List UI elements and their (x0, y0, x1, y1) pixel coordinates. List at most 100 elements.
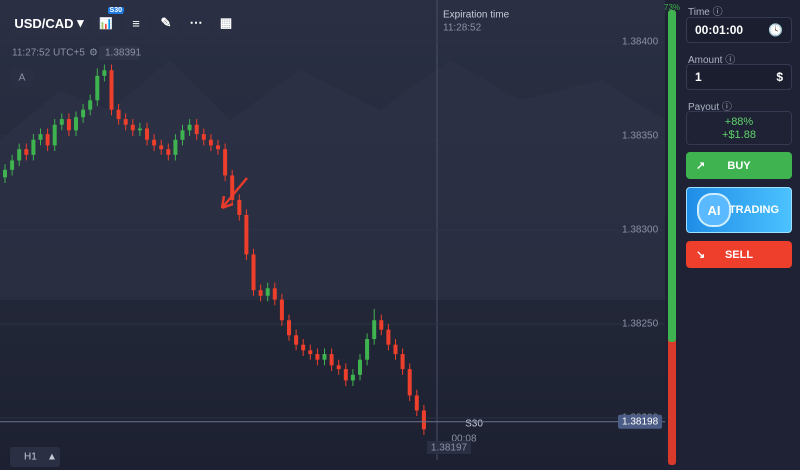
chart-type-btn[interactable]: 📊 S30 (93, 7, 124, 36)
candle-body (88, 100, 93, 110)
crosshair-price: 1.38197 (431, 443, 468, 454)
time-value: 00:01:00 (695, 23, 744, 37)
candle-body (372, 320, 377, 340)
period-caret: ▲ (47, 452, 57, 463)
mountains (0, 60, 665, 300)
y-tick-label: 1.38400 (622, 37, 659, 48)
candle-body (279, 299, 284, 321)
candle-body (258, 290, 263, 296)
candle-body (187, 124, 192, 131)
candle-body (201, 134, 206, 140)
candle-body (3, 169, 7, 178)
sentiment-up (668, 10, 676, 343)
candle-body (59, 119, 64, 125)
clock: 11:27:52 UTC+5 (12, 48, 85, 59)
ai-trading-button[interactable]: AI TRADING (686, 187, 792, 233)
candle-body (230, 175, 235, 200)
crosshair-bg (427, 441, 471, 454)
amount-input[interactable]: 1 $ (686, 64, 792, 90)
timer-label: S30 (465, 419, 483, 430)
candle-body (343, 369, 348, 381)
candle-body (208, 139, 213, 146)
candle-body (421, 410, 426, 430)
candle-body (38, 134, 43, 140)
candle-body (251, 254, 256, 291)
y-tick-label: 1.38250 (622, 319, 659, 330)
timer: 00:08 (451, 434, 476, 445)
payout-label: Payout ⓘ (688, 102, 732, 113)
expiration-label: Expiration time (443, 10, 510, 21)
candle-body (379, 320, 384, 330)
candle-body (365, 339, 370, 360)
symbol: USD/CAD (14, 15, 74, 31)
drawing-btn[interactable]: A (19, 73, 26, 84)
candle-body (130, 124, 135, 131)
candle-body (166, 149, 171, 155)
candle-body (95, 75, 100, 101)
y-tick-label: 1.38350 (622, 131, 659, 142)
candle-body (407, 369, 412, 396)
candle-body (322, 354, 327, 360)
more-btn[interactable]: ⋯ (183, 10, 209, 36)
ai-badge: AI (697, 193, 731, 227)
period[interactable]: H1 (24, 452, 37, 463)
start-price-bg (99, 46, 139, 60)
candle-body (17, 149, 22, 161)
candle-body (329, 354, 334, 366)
candle-body (145, 128, 149, 140)
candle-body (265, 288, 270, 296)
sentiment-bar (668, 10, 676, 465)
candle-body (137, 128, 142, 131)
candle-body (358, 359, 362, 375)
candle-body (400, 354, 405, 370)
candle-body (116, 109, 121, 120)
sell-button[interactable]: ↘ SELL (686, 241, 792, 268)
sell-text: SELL (724, 248, 754, 261)
candle-body (74, 117, 78, 131)
payout-percent: +88% (724, 116, 754, 128)
arrow (220, 177, 248, 210)
candle-body (102, 70, 107, 76)
timeframe-badge: S30 (107, 7, 124, 14)
amount-label-text: Amount (688, 55, 723, 66)
candle-body (180, 130, 185, 140)
candle-body (237, 199, 242, 215)
current-price-label: 1.38198 (622, 416, 659, 427)
period-bg (10, 447, 60, 467)
candle-body (159, 145, 164, 150)
payout-box: +88% +$1.88 (686, 111, 792, 145)
candle-body (123, 119, 128, 125)
candle-body (216, 145, 220, 150)
y-tick-label: 1.38300 (622, 225, 659, 236)
amount-value: 1 (695, 70, 702, 84)
buy-button[interactable]: ↗ BUY (686, 152, 792, 179)
candle-body (386, 329, 391, 345)
symbol-select[interactable]: USD/CAD ▾ (10, 10, 88, 36)
candle-body (24, 149, 29, 155)
candle-body (287, 320, 291, 336)
gear: ⚙ (89, 48, 98, 59)
time-label: Time ⓘ (688, 7, 723, 18)
candle-body (81, 109, 86, 118)
expiration-time: 11:28:52 (443, 23, 482, 34)
payout-label-text: Payout (688, 102, 720, 113)
layout-btn[interactable]: ▦ (213, 10, 239, 36)
candle-body (194, 124, 199, 135)
candle-body (301, 344, 306, 351)
candle-body (294, 335, 299, 345)
candle-body (10, 160, 15, 170)
draw-btn[interactable]: ✎ (153, 10, 179, 36)
candle-body (66, 119, 71, 131)
payout-amount: +$1.88 (722, 129, 756, 141)
time-label-text: Time (688, 7, 710, 18)
candle-body (336, 365, 341, 370)
candle-body (52, 124, 57, 146)
candle-body (308, 350, 313, 355)
time-input[interactable]: 00:01:00 🕓 (686, 17, 792, 43)
candle-body (45, 134, 50, 146)
indicators-btn[interactable]: ≡ (123, 10, 149, 36)
chart: Expiration time 11:28:52 11:27:52 UTC+5 … (0, 0, 665, 470)
candle-body (393, 344, 398, 355)
current-price-tag (618, 414, 662, 429)
